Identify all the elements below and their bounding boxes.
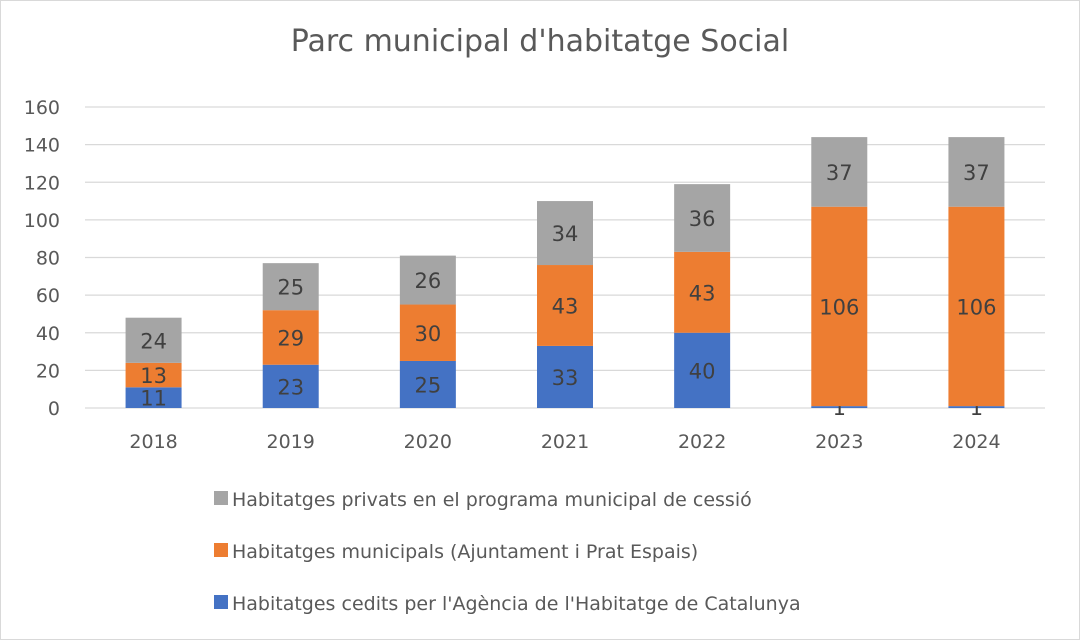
y-tick-label: 60 (36, 285, 60, 307)
legend-label: Habitatges privats en el programa munici… (232, 489, 752, 511)
data-label: 36 (689, 207, 716, 231)
bar-segment (811, 137, 868, 207)
data-label: 106 (819, 295, 859, 319)
bar-segment (674, 184, 731, 252)
bar-segment (262, 263, 319, 311)
y-tick-label: 40 (36, 323, 60, 345)
bar-segment (674, 251, 731, 333)
x-tick-label: 2020 (404, 431, 452, 453)
data-label: 24 (140, 329, 167, 353)
bar-segment (948, 406, 1005, 408)
bar-segment (262, 364, 319, 408)
bar-segment (125, 362, 182, 388)
bar-segment (399, 304, 456, 361)
data-label: 43 (689, 281, 716, 305)
bar-segment (262, 310, 319, 365)
data-label: 43 (552, 294, 579, 318)
bar-segment (125, 387, 182, 408)
y-tick-label: 160 (24, 97, 60, 119)
y-tick-label: 20 (36, 360, 60, 382)
y-tick-label: 80 (36, 248, 60, 270)
bar-segment (811, 206, 868, 407)
bar-segment (537, 265, 593, 346)
data-label: 30 (414, 322, 441, 346)
bar-segment (399, 360, 456, 408)
data-label: 34 (552, 222, 579, 246)
legend-swatch (214, 543, 228, 557)
x-tick-label: 2018 (129, 431, 177, 453)
x-tick-label: 2021 (541, 431, 589, 453)
data-label: 26 (414, 269, 441, 293)
data-label: 33 (552, 366, 579, 390)
legend-label: Habitatges cedits per l'Agència de l'Hab… (232, 593, 801, 615)
x-tick-label: 2019 (267, 431, 315, 453)
legend-swatch (214, 595, 228, 609)
data-label: 29 (277, 326, 304, 350)
y-tick-label: 120 (24, 172, 60, 194)
data-label: 37 (963, 161, 990, 185)
legend-swatch (214, 491, 228, 505)
data-label: 40 (689, 359, 716, 383)
x-tick-label: 2023 (815, 431, 863, 453)
data-label: 11 (140, 387, 167, 411)
bar-segment (811, 406, 868, 408)
y-tick-label: 0 (48, 398, 60, 420)
bar-segment (948, 137, 1005, 207)
bar-segment (399, 255, 456, 305)
chart-title: Parc municipal d'habitatge Social (290, 24, 790, 59)
bar-segment (537, 201, 593, 266)
y-tick-label: 140 (24, 135, 60, 157)
bar-segment (537, 345, 593, 408)
data-label: 23 (277, 375, 304, 399)
data-label: 25 (277, 276, 304, 300)
data-label: 13 (140, 364, 167, 388)
bar-segment (125, 317, 182, 363)
y-tick-label: 100 (24, 210, 60, 232)
legend-label: Habitatges municipals (Ajuntament i Prat… (232, 541, 698, 563)
bar-segment (948, 206, 1005, 407)
bar-segment (674, 332, 731, 408)
x-tick-label: 2024 (952, 431, 1000, 453)
data-label: 25 (414, 373, 441, 397)
data-label: 37 (826, 161, 853, 185)
x-tick-label: 2022 (678, 431, 726, 453)
data-label: 106 (956, 295, 996, 319)
